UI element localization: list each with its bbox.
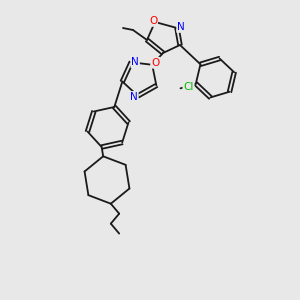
Text: Cl: Cl [183, 82, 194, 92]
Text: N: N [177, 22, 185, 32]
Text: N: N [131, 57, 139, 67]
Text: O: O [151, 58, 159, 68]
Text: O: O [149, 16, 157, 26]
Text: N: N [130, 92, 138, 102]
